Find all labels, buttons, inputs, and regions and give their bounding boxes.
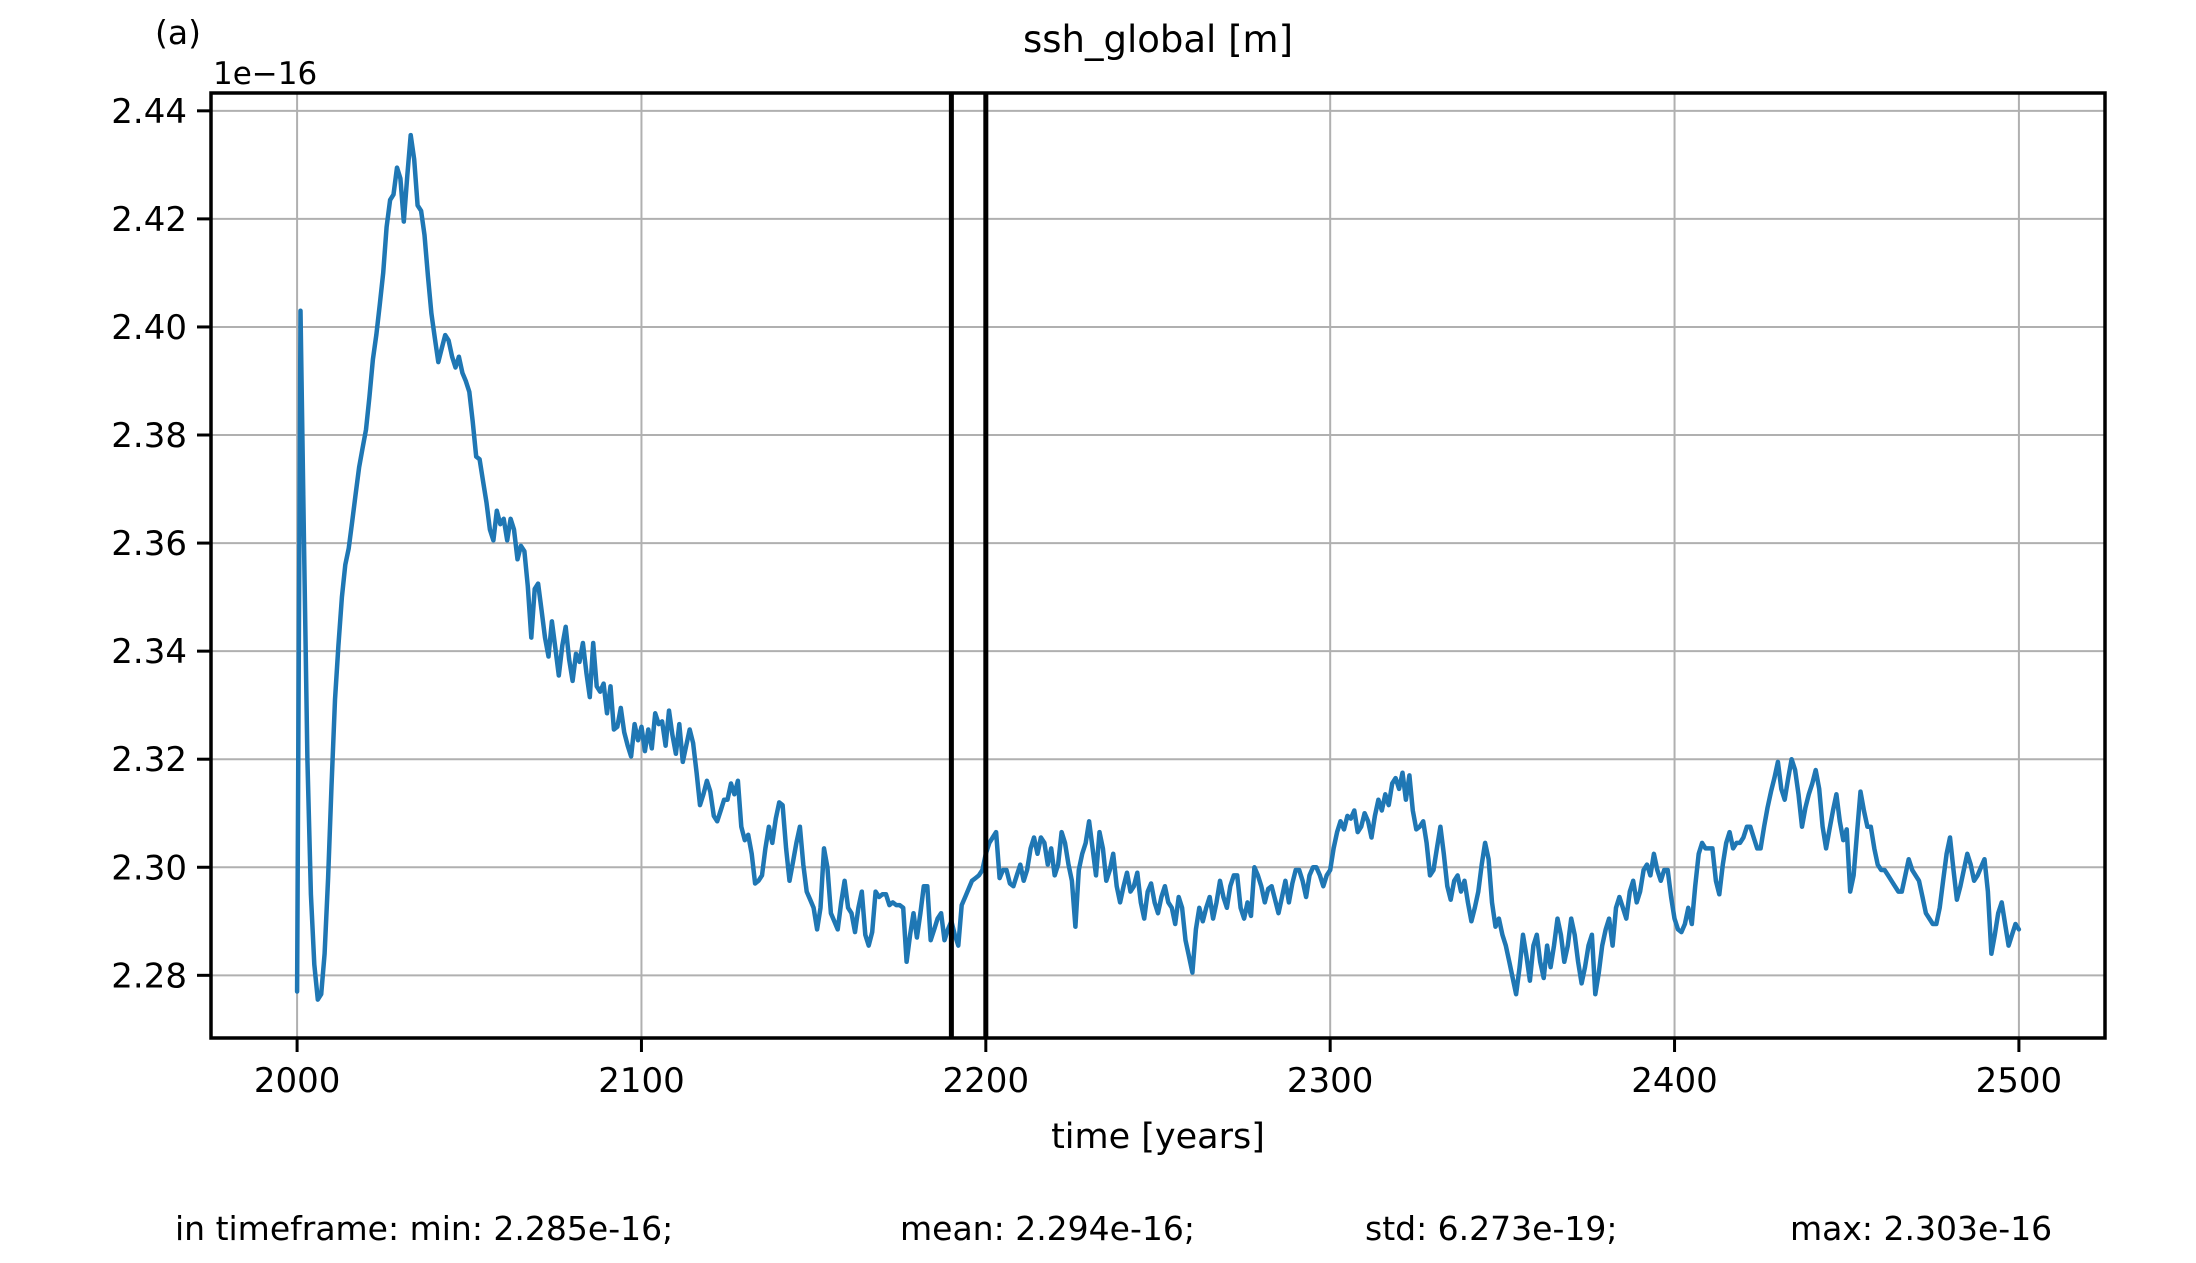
y-tick-label: 2.40	[111, 308, 187, 348]
y-axis-offset-label: 1e−16	[213, 56, 317, 92]
x-tick-label: 2300	[1287, 1061, 1374, 1101]
x-tick-label: 2200	[943, 1061, 1030, 1101]
y-tick-label: 2.42	[111, 200, 187, 240]
figure-label: (a)	[155, 13, 201, 52]
series-layer	[294, 132, 2022, 1002]
plot-frame	[209, 91, 2107, 1040]
timeframe-lines-layer	[948, 93, 989, 1038]
chart-title: ssh_global [m]	[1023, 18, 1293, 61]
y-tick-label: 2.44	[111, 92, 187, 132]
x-axis-label: time [years]	[1051, 1117, 1265, 1157]
series-line	[294, 132, 2022, 1002]
y-tick-label: 2.34	[111, 632, 187, 672]
footer-stat-mean: mean: 2.294e-16;	[900, 1209, 1195, 1248]
tick-layer: 2000 2100 2200 2300 2400 2500 2.28 2.30 2.32 2.34…	[111, 92, 2062, 1101]
y-tick-label: 2.32	[111, 740, 187, 780]
x-tick-label: 2400	[1631, 1061, 1718, 1101]
y-tick-label: 2.38	[111, 416, 187, 456]
x-tick-label: 2500	[1976, 1061, 2063, 1101]
x-tick-label: 2100	[598, 1061, 685, 1101]
y-tick-label: 2.36	[111, 524, 187, 564]
footer-stat-min: in timeframe: min: 2.285e-16;	[175, 1209, 673, 1248]
x-tick-label: 2000	[254, 1061, 341, 1101]
footer-stat-max: max: 2.303e-16	[1790, 1209, 2052, 1248]
footer-stat-std: std: 6.273e-19;	[1365, 1209, 1617, 1248]
y-tick-label: 2.30	[111, 848, 187, 888]
grid-layer	[211, 93, 2105, 1038]
y-tick-label: 2.28	[111, 956, 187, 996]
